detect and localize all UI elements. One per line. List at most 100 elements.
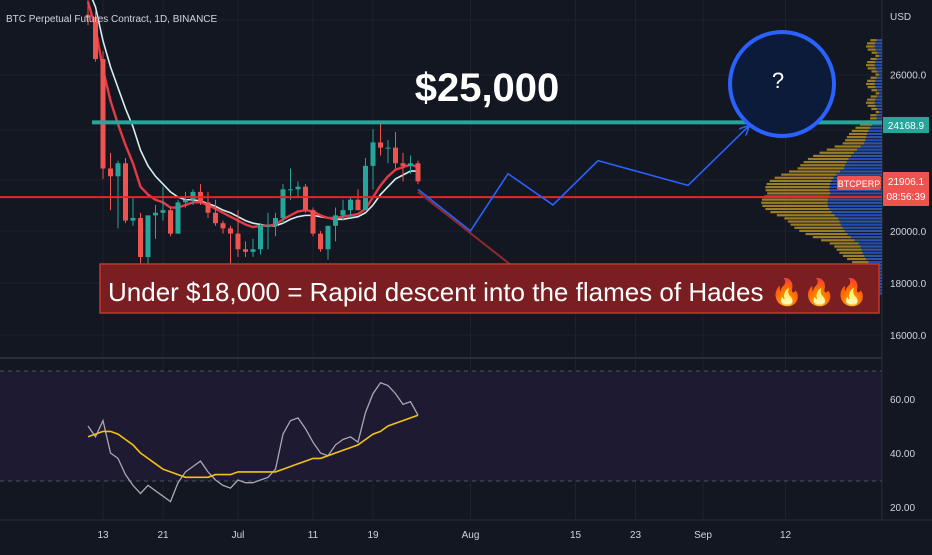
candle-body — [115, 163, 121, 177]
volume-profile-bar — [788, 170, 841, 173]
volume-profile-bar — [840, 170, 882, 173]
time-tick-label: Sep — [694, 530, 712, 541]
volume-profile-bar — [851, 154, 882, 157]
volume-profile-bar — [876, 57, 882, 61]
volume-profile-bar — [850, 236, 882, 239]
volume-profile-bar — [821, 239, 855, 242]
time-tick-label: 13 — [97, 530, 109, 541]
volume-profile-bar — [875, 54, 880, 57]
volume-profile-bar — [864, 254, 882, 258]
volume-profile-bar — [867, 79, 876, 82]
volume-profile-bar — [875, 92, 880, 95]
volume-profile-bar — [848, 132, 868, 136]
volume-profile-bar — [867, 42, 876, 45]
volume-profile-bar — [866, 64, 875, 67]
candle-body — [378, 142, 383, 148]
volume-profile-bar — [866, 45, 875, 48]
volume-profile-bar — [852, 261, 869, 264]
candle-body — [108, 168, 113, 177]
rsi-tick-label: 20.00 — [890, 503, 915, 514]
volume-profile-bar — [877, 70, 882, 73]
time-axis[interactable]: 13 21 Jul 11 19 Aug 15 23 Sep 12 — [97, 530, 791, 541]
volume-profile-bar — [836, 173, 882, 176]
volume-profile-bar — [829, 207, 882, 211]
candle-body — [183, 199, 188, 203]
volume-profile-bar — [851, 129, 869, 132]
volume-profile-bar — [879, 92, 882, 95]
projection-path[interactable] — [417, 127, 748, 233]
volume-profile-bar — [765, 186, 830, 189]
volume-profile-bar — [876, 95, 882, 98]
volume-profile-bar — [765, 189, 830, 192]
chart-title: BTC Perpetual Futures Contract, 1D, BINA… — [6, 14, 218, 25]
time-tick-label: 19 — [367, 530, 379, 541]
volume-profile-bar — [861, 248, 882, 251]
volume-profile-bar — [843, 167, 882, 170]
volume-profile-bar — [839, 251, 863, 254]
candle-body — [250, 249, 256, 252]
candle-body — [93, 17, 98, 60]
volume-profile-bar — [877, 289, 882, 292]
volume-profile-bar — [877, 107, 882, 111]
volume-profile-bar — [840, 223, 882, 226]
volume-profile-bar — [784, 217, 839, 220]
volume-profile-bar — [879, 73, 882, 76]
candle-body — [175, 202, 181, 234]
candles — [85, 0, 421, 294]
candle-body — [363, 165, 368, 211]
candle-body — [340, 210, 346, 216]
candle-body — [85, 14, 91, 18]
volume-profile-bar — [870, 126, 882, 129]
candle-body — [310, 210, 316, 234]
question-circle[interactable] — [728, 30, 836, 138]
volume-profile-bar — [803, 161, 847, 164]
volume-profile-bar — [828, 204, 882, 207]
volume-profile-bar — [834, 245, 861, 248]
volume-profile-bar — [871, 51, 878, 54]
volume-profile-bar — [876, 76, 882, 79]
candle-body — [393, 147, 398, 164]
volume-profile-bar — [774, 176, 834, 179]
price-tick-label: 20000.0 — [890, 227, 927, 238]
price-tick-label: 26000.0 — [890, 71, 927, 82]
rsi-band-fill — [0, 371, 882, 481]
volume-profile-bar — [867, 132, 882, 136]
candle-body — [400, 163, 406, 166]
volume-profile-bar — [765, 207, 830, 211]
volume-profile-bar — [767, 192, 831, 195]
volume-profile-bar — [879, 292, 882, 295]
candle-body — [370, 142, 376, 166]
volume-profile-bar — [874, 64, 882, 67]
volume-profile-bar — [867, 67, 876, 70]
candle-body — [205, 202, 211, 213]
volume-profile-bar — [834, 214, 882, 217]
warning-box[interactable] — [99, 263, 880, 314]
volume-profile-bar — [871, 107, 878, 111]
price-target-label: $25,000 — [415, 66, 560, 110]
volume-profile-bar — [879, 111, 882, 114]
candle-body — [123, 163, 128, 221]
volume-profile-bar — [838, 217, 882, 220]
volume-profile-bar — [853, 151, 882, 154]
volume-profile-bar — [819, 151, 854, 154]
volume-profile-bar — [872, 123, 882, 126]
volume-profile-bar — [876, 114, 882, 117]
volume-profile-bar — [874, 45, 882, 48]
candle-body — [190, 191, 196, 200]
volume-profile-bar — [762, 204, 829, 207]
time-tick-label: 21 — [157, 530, 169, 541]
rsi-axis: 60.00 40.00 20.00 — [890, 395, 915, 514]
candle-body — [243, 249, 248, 252]
volume-profile-bar — [875, 98, 882, 101]
price-axis[interactable]: 26000.024000.022000.020000.018000.016000… — [890, 71, 927, 343]
volume-profile-bar — [870, 57, 877, 61]
last-price-text: 21906.1 — [888, 177, 925, 188]
candle-body — [408, 163, 413, 166]
volume-profile-bar — [846, 161, 882, 164]
volume-profile-bar — [866, 101, 875, 104]
volume-profile-bar — [870, 76, 877, 79]
volume-profile-bar — [813, 154, 852, 157]
volume-profile-bar — [839, 220, 882, 223]
